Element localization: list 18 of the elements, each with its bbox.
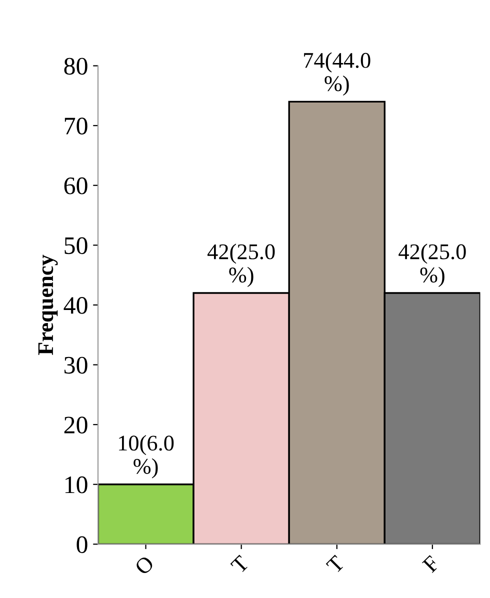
y-tick-label: 50: [64, 237, 88, 254]
data-label: 42(25.0 %): [398, 244, 466, 288]
data-label: 10(6.0 %): [119, 435, 174, 478]
data-label: 74(44.0 %): [304, 52, 370, 96]
y-tick-label: 20: [64, 416, 88, 434]
x-tick-label: T: [326, 554, 346, 574]
y-tick-label: 40: [64, 297, 88, 314]
y-tick-label: 70: [64, 118, 88, 134]
y-tick-label: 10: [65, 476, 88, 494]
x-tick-label: F: [422, 555, 440, 574]
y-axis-title: Frequency: [38, 254, 58, 356]
x-tick-label: O: [134, 555, 155, 576]
x-tick-label: T: [230, 554, 250, 574]
data-label: 42(25.0 %): [208, 244, 275, 288]
y-tick-label: 30: [64, 356, 88, 374]
y-tick-label: 60: [64, 177, 88, 194]
y-tick-label: 80: [64, 58, 88, 75]
y-tick-label: 0: [76, 536, 88, 554]
